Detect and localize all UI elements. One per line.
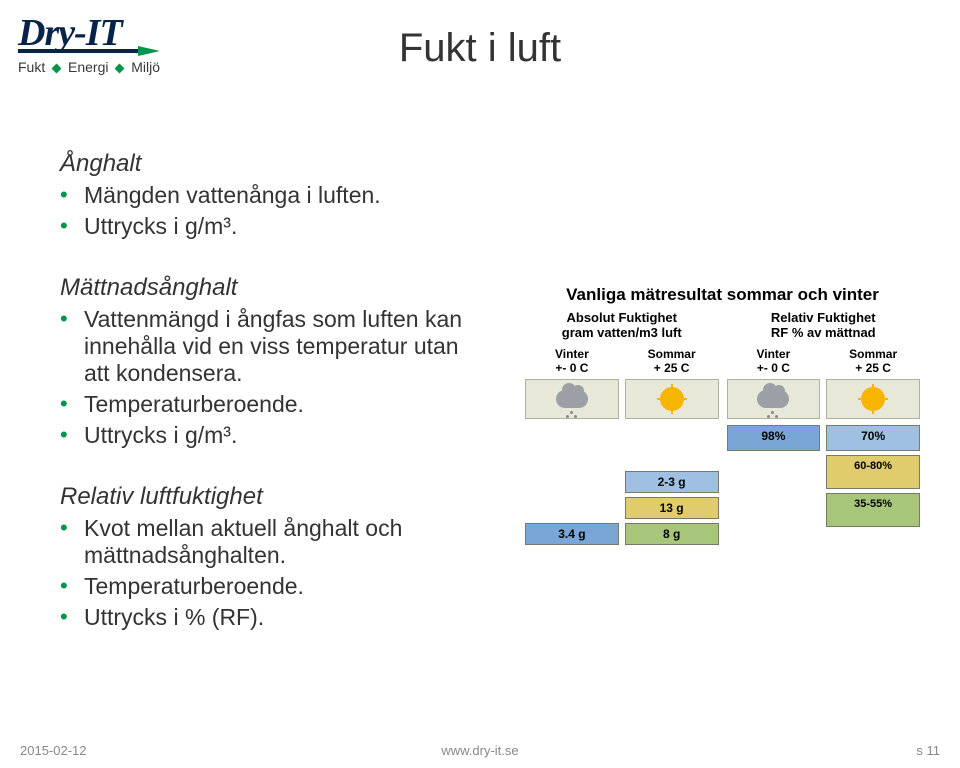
temp-label: + 25 C — [625, 361, 719, 375]
footer: 2015-02-12 www.dry-it.se s 11 — [0, 743, 960, 758]
temp-label: +- 0 C — [525, 361, 619, 375]
bullet: Uttrycks i % (RF). — [60, 604, 480, 631]
value-box: 8 g — [625, 523, 719, 545]
cond-label: Sommar — [625, 347, 719, 361]
value-box: 35-55% — [826, 493, 920, 527]
measurement-diagram: Vanliga mätresultat sommar och vinter Ab… — [525, 285, 920, 545]
cond-label: Vinter — [525, 347, 619, 361]
weather-icon-cell — [625, 379, 719, 419]
temp-label: + 25 C — [826, 361, 920, 375]
temp-label: +- 0 C — [727, 361, 821, 375]
bullet: Uttrycks i g/m³. — [60, 422, 480, 449]
col-subtitle: Absolut Fuktighet gram vatten/m3 luft — [525, 311, 719, 343]
diagram-col-relative: Relativ Fuktighet RF % av mättnad Vinter… — [727, 311, 921, 545]
footer-date: 2015-02-12 — [20, 743, 87, 758]
bullet: Mängden vattenånga i luften. — [60, 182, 480, 209]
sun-icon — [863, 389, 883, 409]
cell-summer: Sommar + 25 C — [625, 347, 719, 419]
cond-label: Vinter — [727, 347, 821, 361]
bullet: Vattenmängd i ångfas som luften kan inne… — [60, 306, 480, 387]
value-box: 70% — [826, 425, 920, 451]
sun-icon — [662, 389, 682, 409]
value-box: 98% — [727, 425, 821, 451]
section-heading: Relativ luftfuktighet — [60, 483, 480, 511]
cloud-icon — [757, 390, 789, 408]
section-heading: Ånghalt — [60, 150, 480, 178]
content-area: Ånghalt Mängden vattenånga i luften. Utt… — [60, 150, 480, 665]
value-box: 3.4 g — [525, 523, 619, 545]
section-heading: Mättnadsånghalt — [60, 274, 480, 302]
bullet: Temperaturberoende. — [60, 391, 480, 418]
weather-icon-cell — [826, 379, 920, 419]
value-box: 2-3 g — [625, 471, 719, 493]
cond-label: Sommar — [826, 347, 920, 361]
diagram-col-absolute: Absolut Fuktighet gram vatten/m3 luft Vi… — [525, 311, 719, 545]
footer-page: s 11 — [916, 743, 940, 758]
bullet: Temperaturberoende. — [60, 573, 480, 600]
weather-icon-cell — [727, 379, 821, 419]
section-anghalt: Ånghalt Mängden vattenånga i luften. Utt… — [60, 150, 480, 240]
footer-url: www.dry-it.se — [441, 743, 518, 758]
weather-icon-cell — [525, 379, 619, 419]
diagram-title: Vanliga mätresultat sommar och vinter — [525, 285, 920, 305]
cell-winter: Vinter +- 0 C — [727, 347, 821, 419]
section-relativ: Relativ luftfuktighet Kvot mellan aktuel… — [60, 483, 480, 631]
col-subtitle: Relativ Fuktighet RF % av mättnad — [727, 311, 921, 343]
cell-summer: Sommar + 25 C — [826, 347, 920, 419]
page-title: Fukt i luft — [0, 26, 960, 71]
value-box: 60-80% — [826, 455, 920, 489]
cell-winter: Vinter +- 0 C — [525, 347, 619, 419]
bullet: Uttrycks i g/m³. — [60, 213, 480, 240]
section-mattnad: Mättnadsånghalt Vattenmängd i ångfas som… — [60, 274, 480, 449]
bullet: Kvot mellan aktuell ånghalt och mättnads… — [60, 515, 480, 569]
value-box: 13 g — [625, 497, 719, 519]
cloud-icon — [556, 390, 588, 408]
